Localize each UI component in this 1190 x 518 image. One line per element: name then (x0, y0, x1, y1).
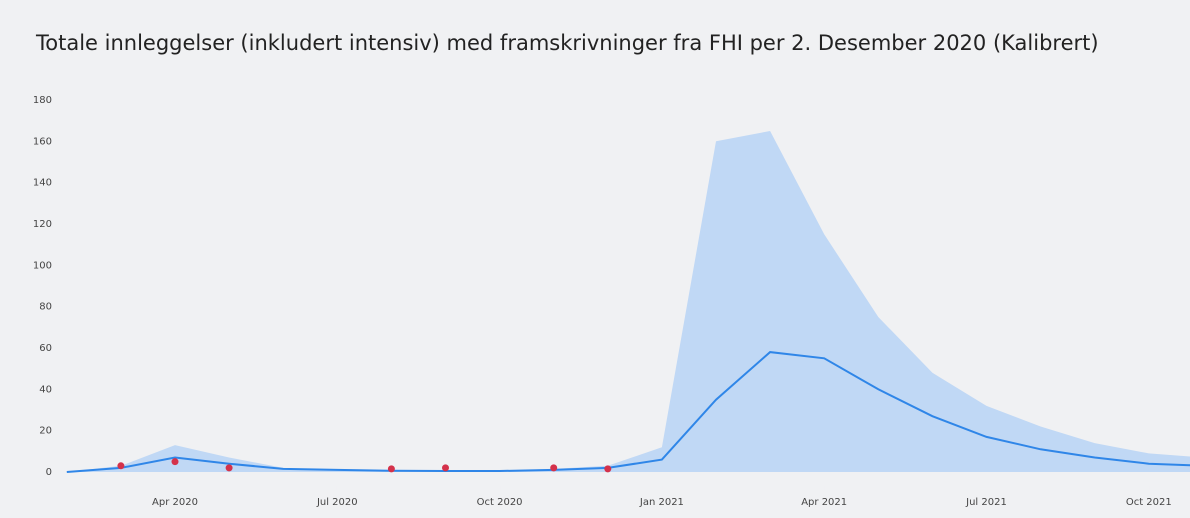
data-point (225, 464, 233, 472)
x-tick-label: Apr 2020 (152, 497, 198, 508)
y-tick-label: 0 (46, 467, 52, 478)
data-point (387, 465, 395, 473)
y-tick-label: 120 (33, 219, 52, 230)
data-point (171, 458, 179, 466)
x-tick-label: Apr 2021 (801, 497, 847, 508)
chart-title: Totale innleggelser (inkludert intensiv)… (35, 31, 1099, 55)
y-tick-label: 80 (39, 302, 52, 313)
x-tick-label: Oct 2021 (1126, 497, 1172, 508)
x-tick-label: Jul 2020 (316, 497, 358, 508)
y-tick-label: 40 (39, 384, 52, 395)
y-tick-label: 180 (33, 95, 52, 106)
data-point (442, 464, 449, 472)
y-tick-label: 160 (33, 136, 52, 147)
y-tick-label: 140 (33, 178, 52, 189)
band-area (66, 131, 1190, 472)
x-tick-label: Jul 2021 (965, 497, 1007, 508)
data-point (604, 465, 612, 473)
data-point (117, 462, 125, 470)
x-tick-label: Jan 2021 (639, 497, 684, 508)
data-point (550, 464, 558, 472)
y-tick-label: 60 (39, 343, 52, 354)
y-tick-label: 100 (33, 260, 52, 271)
x-tick-label: Oct 2020 (477, 497, 523, 508)
y-tick-label: 20 (39, 426, 52, 437)
line (66, 351, 1190, 473)
